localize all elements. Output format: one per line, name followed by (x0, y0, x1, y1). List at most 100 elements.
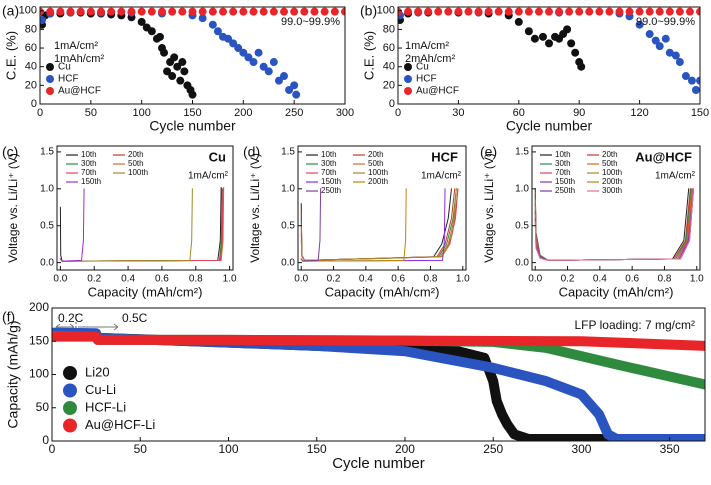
data-line (59, 188, 193, 262)
data-point (661, 34, 670, 43)
data-point (40, 16, 47, 25)
x-tick-label: 0.8 (658, 274, 672, 285)
data-point (280, 7, 288, 16)
data-line (534, 188, 692, 261)
legend-label: Cu-Li (85, 382, 116, 397)
data-point (155, 32, 164, 41)
data-point (168, 72, 177, 81)
x-tick-label: 50 (134, 442, 148, 456)
legend-label: Au@HCF (58, 86, 101, 97)
data-point (66, 7, 75, 16)
data-point (414, 7, 423, 16)
y-axis-label: C.E. (%) (3, 31, 18, 80)
data-point (137, 7, 146, 16)
panel-label: (b) (360, 3, 377, 19)
annotation: 99.0~99.9% (636, 16, 695, 28)
x-tick-label: 250 (285, 107, 303, 119)
data-point (534, 7, 543, 16)
data-point (494, 7, 503, 16)
annotation: 1mAh/cm² (54, 53, 104, 65)
y-tick-label: 100 (29, 367, 49, 381)
legend-label: 50th (128, 159, 144, 168)
annotation: LFP loading: 7 mg/cm² (575, 318, 696, 332)
x-tick-label: 200 (395, 442, 415, 456)
y-tick-label: 80 (25, 23, 37, 35)
rate-arrow (78, 323, 119, 331)
annotation: 1mA/cm² (655, 171, 696, 182)
legend-label: 10th (555, 150, 571, 159)
data-point (219, 7, 227, 16)
data-point (269, 7, 278, 16)
y-tick-label: 1.0 (40, 183, 54, 194)
data-point (290, 7, 299, 16)
data-point (514, 17, 523, 26)
x-tick-label: 300 (571, 442, 591, 456)
data-line (300, 188, 446, 262)
y-axis-label: Voltage vs. Li/Li⁺ (V) (482, 153, 496, 263)
legend-label: Cu (58, 62, 71, 73)
data-point (545, 7, 553, 16)
data-point (675, 7, 684, 16)
data-point (645, 30, 654, 39)
x-tick-label: 0.2 (327, 274, 341, 285)
x-axis-label: Cycle number (332, 455, 425, 472)
x-tick-label: 0.4 (121, 274, 135, 285)
data-point (280, 72, 288, 81)
data-point (675, 58, 684, 67)
data-point (239, 48, 248, 57)
x-tick-label: 250 (483, 442, 503, 456)
data-point (444, 7, 453, 16)
data-point (244, 53, 253, 62)
legend-label: 10th (81, 150, 97, 159)
plot-frame (297, 145, 467, 271)
data-point (474, 7, 483, 16)
plot-frame (531, 145, 701, 271)
data-point (605, 7, 614, 16)
x-tick-label: 50 (85, 107, 97, 119)
annotation: 1mA/cm² (54, 40, 98, 52)
data-point (545, 39, 553, 48)
data-line (534, 188, 695, 261)
legend-label: 70th (555, 168, 571, 177)
data-point (269, 58, 278, 67)
data-point (178, 7, 187, 16)
data-point (259, 62, 268, 71)
panel-label: (d) (243, 144, 260, 160)
panel-label: (a) (2, 3, 19, 19)
legend-label: 150th (555, 177, 575, 186)
data-point (229, 7, 238, 16)
y-tick-label: 50 (36, 400, 50, 414)
data-point (264, 67, 273, 76)
legend-label: Cu (416, 62, 429, 73)
data-point (434, 7, 443, 16)
data-line (59, 188, 223, 262)
x-axis-label: Capacity (mAh/cm²) (88, 284, 203, 299)
legend-label: 20th (368, 150, 384, 159)
data-point (147, 27, 156, 36)
x-tick-label: 0.2 (561, 274, 575, 285)
x-tick-label: 90 (573, 107, 585, 119)
data-point (464, 7, 473, 16)
data-point (514, 7, 523, 16)
legend-label: HCF-Li (85, 399, 126, 414)
y-tick-label: 1.5 (281, 147, 295, 158)
data-line (534, 188, 693, 261)
data-point (404, 7, 413, 16)
data-point (290, 81, 299, 90)
legend-label: 30th (555, 159, 571, 168)
y-tick-label: 0 (389, 98, 395, 110)
x-tick-label: 0 (49, 442, 56, 456)
legend-label: Au@HCF-Li (85, 417, 155, 432)
data-point (254, 48, 263, 57)
legend-swatch (46, 75, 54, 83)
data-line (300, 188, 457, 261)
panel-label: (e) (480, 144, 497, 160)
data-point (208, 20, 217, 29)
data-line (300, 188, 457, 261)
data-point (229, 39, 238, 48)
legend-swatch (404, 63, 412, 71)
data-point (615, 7, 624, 16)
x-tick-label: 150 (691, 107, 709, 119)
data-point (147, 7, 156, 16)
